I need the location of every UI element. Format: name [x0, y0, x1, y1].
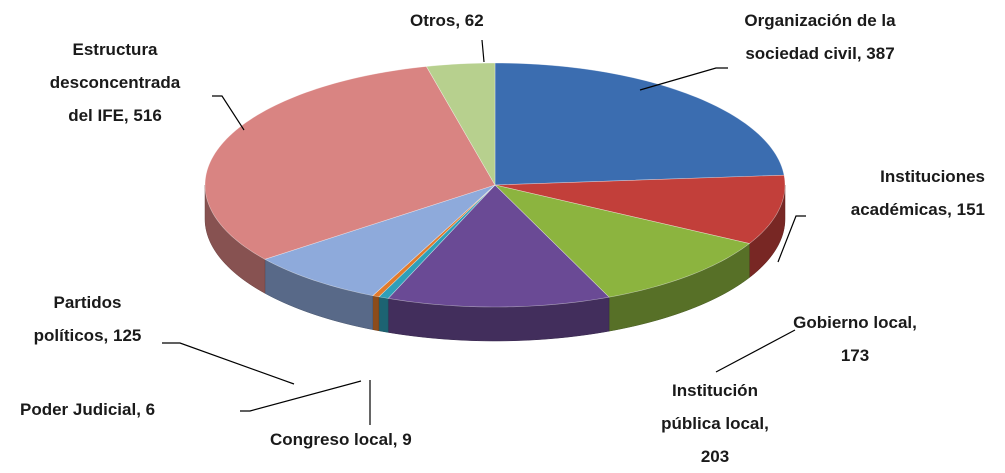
label-value: 173: [840, 346, 870, 365]
leader-line: [715, 329, 796, 373]
label-category: Estructura desconcentrada del IFE,: [49, 40, 181, 125]
label-category: Institución pública local,: [661, 381, 769, 433]
pie-side: [378, 296, 389, 333]
label-category: Instituciones académicas,: [850, 167, 985, 219]
data-label: Estructura desconcentrada del IFE, 516: [40, 33, 190, 132]
label-value: 151: [956, 200, 985, 219]
pie-slice: [264, 184, 496, 296]
leader-line: [639, 67, 728, 91]
pie-slice: [425, 62, 496, 187]
data-label: Poder Judicial, 6: [20, 393, 155, 426]
leader-line: [777, 215, 806, 263]
pie-slice: [494, 174, 786, 244]
label-category: Congreso local,: [270, 430, 398, 449]
pie-slice: [204, 66, 496, 260]
pie-slice: [494, 62, 785, 186]
data-label: Organización de la sociedad civil, 387: [740, 4, 900, 70]
data-label: Institución pública local, 203: [650, 374, 780, 473]
label-value: 62: [464, 11, 484, 30]
data-label: Congreso local, 9: [270, 423, 412, 456]
pie-slice: [387, 184, 610, 308]
label-value: 516: [133, 106, 162, 125]
label-category: Partidos políticos,: [33, 293, 122, 345]
pie-side: [372, 295, 380, 332]
data-label: Instituciones académicas, 151: [830, 160, 985, 226]
label-category: Otros,: [410, 11, 461, 30]
leader-line: [212, 95, 245, 131]
data-label: Otros, 62: [410, 4, 484, 37]
label-category: Organización de la sociedad civil,: [744, 11, 896, 63]
label-value: 125: [112, 326, 142, 345]
leader-line: [481, 39, 485, 63]
label-value: 203: [700, 447, 730, 466]
label-category: Gobierno local,: [793, 313, 917, 332]
pie-slice: [494, 184, 751, 298]
label-category: Poder Judicial,: [20, 400, 141, 419]
data-label: Gobierno local, 173: [780, 306, 930, 372]
leader-line: [162, 342, 295, 385]
data-label: Partidos políticos, 125: [20, 286, 155, 352]
label-value: 9: [402, 430, 412, 449]
label-value: 387: [866, 44, 895, 63]
leader-line: [240, 380, 362, 412]
label-value: 6: [145, 400, 156, 419]
